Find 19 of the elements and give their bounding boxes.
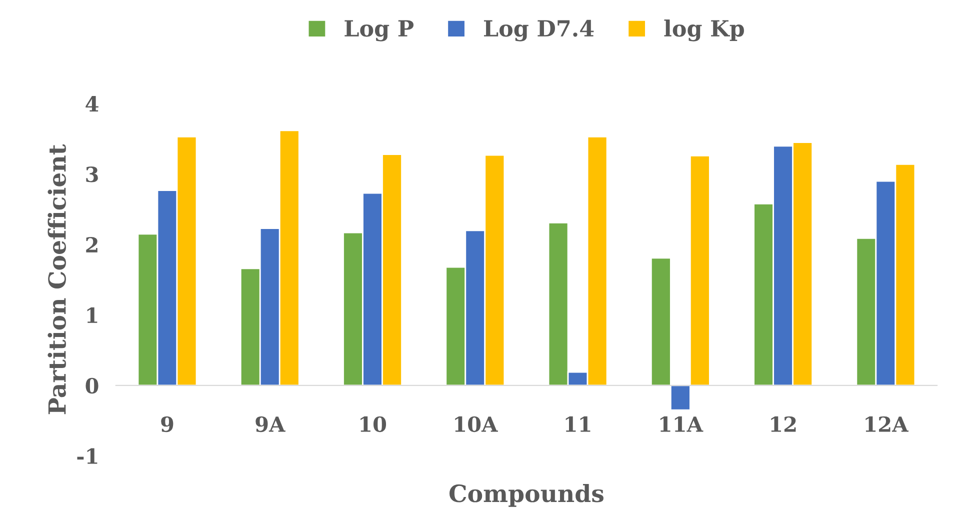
y-axis-title: Partition Coefficient (48, 144, 66, 414)
legend-label: Log D7.4 (484, 20, 594, 42)
x-tick-label: 10 (360, 416, 386, 432)
x-tick-label: 12A (866, 416, 909, 432)
x-axis-title: Compounds (450, 484, 604, 507)
legend-label: log Kp (664, 20, 744, 42)
y-tick-label: 1 (87, 307, 98, 323)
x-tick-label: 11 (566, 416, 590, 432)
legend-label: Log P (344, 20, 414, 42)
y-tick-label: 4 (86, 96, 98, 112)
x-tick-label: 11A (660, 416, 704, 432)
y-tick-label: 2 (86, 236, 98, 252)
y-tick-label: -1 (77, 448, 98, 464)
x-tick-label: 9 (161, 416, 174, 432)
y-tick-label: 0 (86, 378, 98, 394)
y-tick-label: 3 (86, 166, 98, 182)
x-tick-label: 10A (455, 416, 498, 432)
x-tick-label: 9A (256, 416, 286, 432)
x-tick-label: 12 (771, 416, 796, 432)
